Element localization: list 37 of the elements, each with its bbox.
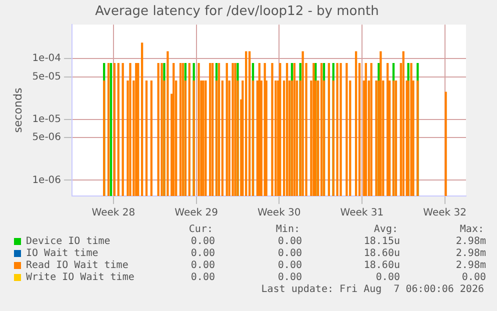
y-tick-label: 1e-05 [32, 114, 62, 125]
x-tick-label: Week 30 [257, 208, 301, 219]
y-axis-title: seconds [11, 88, 24, 133]
text: 0.00 [190, 236, 215, 248]
text: Min: [276, 224, 300, 236]
text: 0.00 [278, 248, 302, 260]
x-tick-label: Week 29 [174, 208, 218, 219]
text: 0.00 [190, 260, 215, 272]
chart-title: Average latency for /dev/loop12 - by month [95, 4, 379, 20]
text: 2.98m [456, 260, 486, 272]
text: 18.15u [364, 236, 400, 248]
text: Last update: Fri Aug 7 06:00:06 2026 [261, 284, 484, 296]
text: 2.98m [456, 236, 486, 248]
text: 0.00 [190, 248, 215, 260]
text: Cur: [188, 224, 213, 236]
legend-label: Read IO Wait time [26, 260, 128, 272]
y-tick-label: 1e-06 [32, 174, 62, 186]
text: 0.00 [278, 236, 302, 248]
y-tick-label: 5e-05 [32, 71, 62, 82]
text: Avg: [374, 224, 398, 236]
text: 0.00 [278, 272, 302, 284]
legend-label: Write IO Wait time [26, 272, 134, 284]
x-tick-label: Week 32 [423, 208, 466, 219]
text: 0.00 [462, 272, 486, 284]
x-tick-label: Week 28 [92, 208, 136, 219]
text: Max: [460, 224, 484, 236]
text: 0.00 [376, 272, 400, 284]
text: 0.00 [190, 272, 215, 284]
x-tick-label: Week 31 [340, 208, 384, 219]
legend-label: IO Wait time [26, 248, 98, 260]
text: 0.00 [278, 260, 302, 272]
text: 2.98m [456, 248, 486, 260]
y-tick-label: 5e-06 [32, 132, 62, 144]
text: 18.60u [364, 260, 400, 272]
y-tick-label: 1e-04 [32, 53, 62, 64]
legend-label: Device IO time [26, 236, 110, 248]
text: 18.60u [364, 248, 400, 260]
